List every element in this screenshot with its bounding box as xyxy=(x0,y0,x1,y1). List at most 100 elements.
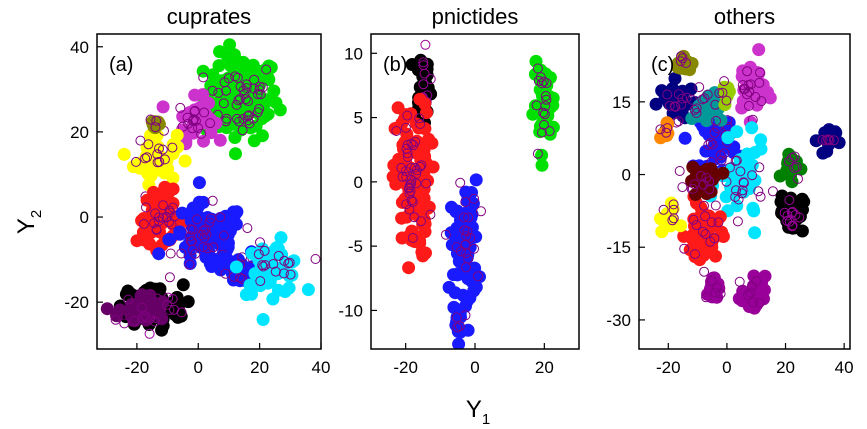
overlay-circle xyxy=(688,214,699,225)
overlay-circle xyxy=(710,200,721,211)
overlay-circle xyxy=(755,67,765,78)
overlay-circle xyxy=(167,142,178,153)
overlay-circle xyxy=(205,213,216,224)
overlay-circle xyxy=(241,83,252,94)
scatter-point xyxy=(754,142,768,156)
overlay-circle xyxy=(704,176,715,187)
overlay-circle xyxy=(129,315,140,326)
overlay-circle xyxy=(255,276,266,287)
overlay-circle xyxy=(150,208,161,219)
scatter-point xyxy=(823,125,837,139)
overlay-circle xyxy=(268,259,279,269)
cluster-14 xyxy=(654,116,675,145)
scatter-point xyxy=(418,122,432,136)
scatter-point xyxy=(181,295,195,309)
scatter-point xyxy=(212,59,226,73)
overlay-circle xyxy=(284,257,295,268)
overlay-circle xyxy=(418,60,429,71)
x-tick-label: 40 xyxy=(835,358,854,377)
overlay-circle xyxy=(691,103,702,114)
overlay-circle xyxy=(425,74,436,84)
overlay-circle xyxy=(662,123,673,134)
y-tick-label: -5 xyxy=(348,237,363,256)
overlay-circle xyxy=(791,162,802,172)
scatter-point xyxy=(278,285,292,298)
overlay-circle xyxy=(717,87,728,98)
overlay-circle xyxy=(258,261,269,272)
overlay-circle xyxy=(532,63,543,74)
scatter-point xyxy=(247,134,261,148)
overlay-circle xyxy=(532,148,543,159)
scatter-point xyxy=(386,170,400,184)
cluster-2 xyxy=(117,125,192,202)
scatter-point xyxy=(740,157,754,171)
overlay-circle xyxy=(141,312,152,323)
panel-title: cuprates xyxy=(167,4,251,29)
overlay-circle xyxy=(732,216,743,227)
scatter-point xyxy=(402,261,416,275)
overlay-circle xyxy=(676,51,686,62)
overlay-circle xyxy=(243,110,254,121)
overlay-circle xyxy=(667,215,678,226)
overlay-circle xyxy=(400,122,411,133)
panel-c: -20 0 20 40 -30 -15 0 15 others (c) xyxy=(606,4,853,377)
overlay-circle xyxy=(754,298,765,308)
overlay-circle xyxy=(715,288,726,299)
overlay-circle xyxy=(706,217,717,228)
y-tick-label: -10 xyxy=(338,301,363,320)
overlay-circle xyxy=(699,93,710,104)
overlay-circle xyxy=(185,231,196,242)
scatter-point xyxy=(178,154,192,168)
overlay-circle xyxy=(687,183,698,194)
scatter-point xyxy=(678,131,692,145)
scatter-point xyxy=(166,147,180,160)
overlay-circle xyxy=(257,260,268,271)
scatter-point xyxy=(797,195,811,209)
scatter-point xyxy=(206,68,220,82)
cluster-8 xyxy=(773,147,808,189)
overlay-circle xyxy=(747,281,758,292)
overlay-circle xyxy=(409,212,420,223)
overlay-circle xyxy=(537,127,547,138)
scatter-point xyxy=(543,127,557,141)
scatter-point xyxy=(213,133,227,147)
scatter-point xyxy=(722,141,736,155)
scatter-point xyxy=(411,203,425,217)
overlay-circle xyxy=(673,116,684,127)
overlay-circle xyxy=(177,121,188,132)
overlay-circle xyxy=(664,100,675,111)
overlay-circle xyxy=(539,119,549,130)
overlay-circle xyxy=(537,78,547,89)
overlay-circle xyxy=(141,202,151,213)
x-tick-label: -20 xyxy=(125,358,150,377)
overlay-circle xyxy=(162,299,173,310)
overlay-circle xyxy=(706,276,717,287)
overlay-circle xyxy=(460,197,471,207)
overlay-circle xyxy=(793,173,803,184)
cluster-10 xyxy=(654,196,688,239)
x-axis-label-main: Y xyxy=(466,396,482,423)
scatter-point xyxy=(170,128,184,142)
scatter-point xyxy=(236,61,250,75)
overlay-circle xyxy=(151,115,162,126)
overlay-circle xyxy=(135,135,146,146)
overlay-circle xyxy=(138,219,149,229)
scatter-point xyxy=(117,147,131,161)
scatter-point xyxy=(214,263,228,277)
cluster-3 xyxy=(449,311,467,349)
overlay-circle xyxy=(202,243,213,254)
overlay-circle xyxy=(789,151,800,162)
overlay-circle xyxy=(150,122,161,133)
overlay-circle xyxy=(703,139,714,150)
overlay-circle xyxy=(677,182,688,193)
overlay-circle xyxy=(414,113,425,124)
overlay-circle xyxy=(207,85,218,96)
overlay-circle xyxy=(205,118,216,129)
panel-title: others xyxy=(714,4,775,29)
scatter-point xyxy=(192,176,206,190)
scatter-point xyxy=(243,278,257,292)
overlay-circle xyxy=(748,297,759,308)
overlay-circle xyxy=(661,127,672,138)
overlay-circle xyxy=(694,82,705,93)
x-axis-label: Y1 xyxy=(466,396,490,428)
